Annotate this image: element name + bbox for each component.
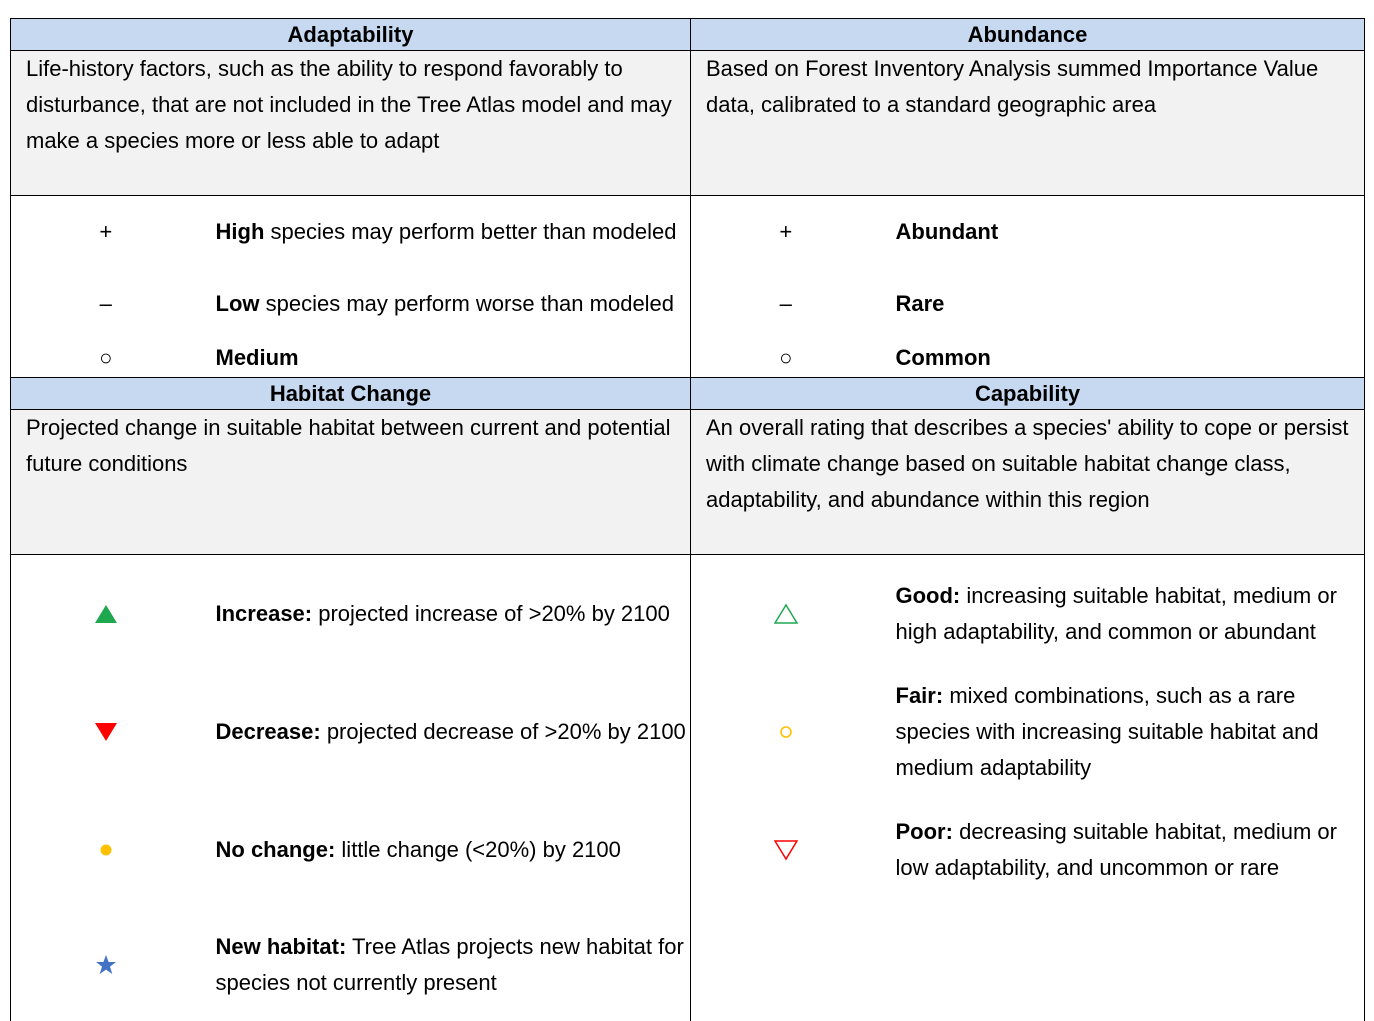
item: High species may perform better than mod…: [200, 195, 691, 268]
item: Abundant: [880, 195, 1366, 268]
icon: [10, 554, 201, 673]
heading: Habitat Change: [10, 377, 691, 410]
item: Poor: decreasing suitable habitat, mediu…: [880, 790, 1366, 909]
legend-table: Adaptability Abundance Life-history facto…: [10, 18, 1366, 1021]
heading: Adaptability: [10, 18, 691, 51]
icon: [10, 908, 201, 1021]
empty: [880, 908, 1366, 1021]
item: Rare: [880, 267, 1366, 340]
item: Increase: projected increase of >20% by …: [200, 554, 691, 673]
description: Projected change in suitable habitat bet…: [10, 409, 691, 555]
heading: Abundance: [689, 18, 1366, 51]
symbol: –: [10, 267, 201, 340]
symbol: –: [690, 267, 881, 340]
item: No change: little change (<20%) by 2100: [200, 790, 691, 909]
symbol: +: [690, 195, 881, 268]
item: Decrease: projected decrease of >20% by …: [200, 672, 691, 791]
description: Based on Forest Inventory Analysis summe…: [689, 50, 1366, 196]
icon: [690, 672, 881, 791]
description: An overall rating that describes a speci…: [689, 409, 1366, 555]
icon: [10, 672, 201, 791]
empty: [690, 908, 881, 1021]
item: Low species may perform worse than model…: [200, 267, 691, 340]
item: Common: [880, 339, 1366, 378]
symbol: ○: [10, 339, 201, 378]
icon: [690, 554, 881, 673]
icon: [10, 790, 201, 909]
icon: [690, 790, 881, 909]
item: Good: increasing suitable habitat, mediu…: [880, 554, 1366, 673]
symbol: ○: [690, 339, 881, 378]
item: Medium: [200, 339, 691, 378]
description: Life-history factors, such as the abilit…: [10, 50, 691, 196]
item: New habitat: Tree Atlas projects new hab…: [200, 908, 691, 1021]
symbol: +: [10, 195, 201, 268]
heading: Capability: [689, 377, 1366, 410]
item: Fair: mixed combinations, such as a rare…: [880, 672, 1366, 791]
